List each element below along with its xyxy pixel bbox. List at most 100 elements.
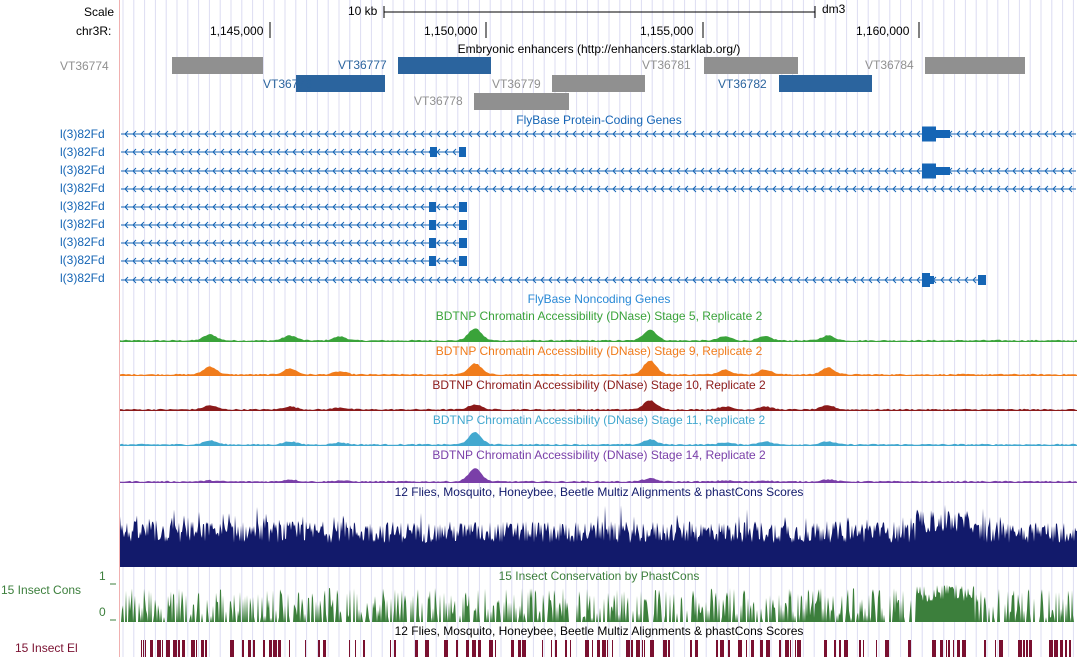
gene-strand-arrow <box>132 221 137 229</box>
gene-strand-arrow <box>684 185 689 193</box>
dnase-track-title[interactable]: BDTNP Chromatin Accessibility (DNase) St… <box>435 309 763 323</box>
gene-label[interactable]: l(3)82Fd <box>60 199 105 213</box>
gene-strand-arrow <box>732 276 737 284</box>
gene-strand-arrow <box>452 239 457 247</box>
gene-strand-arrow <box>132 276 137 284</box>
gene-strand-arrow <box>764 167 769 175</box>
gene-strand-arrow <box>812 185 817 193</box>
enhancer-label[interactable]: VT36784 <box>865 58 914 72</box>
enhancer-label[interactable]: VT36778 <box>414 94 463 108</box>
conserved-element <box>542 640 543 657</box>
dnase-track-title[interactable]: BDTNP Chromatin Accessibility (DNase) St… <box>432 448 766 462</box>
gene-strand-arrow <box>820 167 825 175</box>
gene-label[interactable]: l(3)82Fd <box>60 253 105 267</box>
conserved-element <box>263 640 265 657</box>
gene-strand-arrow <box>412 221 417 229</box>
gene-strand-arrow <box>204 257 209 265</box>
gene-strand-arrow <box>964 167 969 175</box>
gene-strand-arrow <box>420 239 425 247</box>
gene-strand-arrow <box>612 185 617 193</box>
gene-strand-arrow <box>972 167 977 175</box>
conserved-element <box>278 640 281 657</box>
elements-track-title[interactable]: 12 Flies, Mosquito, Honeybee, Beetle Mul… <box>394 624 804 638</box>
gene-strand-arrow <box>212 257 217 265</box>
dnase-track-title[interactable]: BDTNP Chromatin Accessibility (DNase) St… <box>432 378 766 392</box>
gene-strand-arrow <box>1036 167 1041 175</box>
conserved-element <box>859 640 861 657</box>
elements-side-label[interactable]: 15 Insect El <box>15 641 78 655</box>
gene-strand-arrow <box>764 276 769 284</box>
gene-strand-arrow <box>412 257 417 265</box>
enhancer-label[interactable]: VT36779 <box>492 77 541 91</box>
gene-track-title[interactable]: FlyBase Protein-Coding Genes <box>516 113 682 127</box>
gene-strand-arrow <box>612 167 617 175</box>
gene-strand-arrow <box>980 130 985 138</box>
enhancer-label[interactable]: VT36782 <box>718 77 767 91</box>
gene-label[interactable]: l(3)82Fd <box>60 181 105 195</box>
gene-strand-arrow <box>220 257 225 265</box>
gene-strand-arrow <box>916 167 921 175</box>
gene-exon <box>922 126 936 142</box>
gene-strand-arrow <box>252 239 257 247</box>
gene-label[interactable]: l(3)82Fd <box>60 217 105 231</box>
gene-label[interactable]: l(3)82Fd <box>60 271 105 285</box>
gene-strand-arrow <box>236 276 241 284</box>
gene-strand-arrow <box>332 130 337 138</box>
gene-strand-arrow <box>396 203 401 211</box>
enhancer-label[interactable]: VT36781 <box>642 58 691 72</box>
conserved-element <box>565 640 567 657</box>
enhancer-label[interactable]: VT36776 <box>263 77 312 91</box>
gene-label[interactable]: l(3)82Fd <box>60 163 105 177</box>
multiz-track-title[interactable]: 12 Flies, Mosquito, Honeybee, Beetle Mul… <box>394 485 804 499</box>
gene-strand-arrow <box>516 276 521 284</box>
gene-strand-arrow <box>1052 130 1057 138</box>
enhancer-label[interactable]: VT36777 <box>338 58 387 72</box>
gene-strand-arrow <box>332 276 337 284</box>
gene-strand-arrow <box>364 239 369 247</box>
gene-strand-arrow <box>988 130 993 138</box>
gene-label[interactable]: l(3)82Fd <box>60 145 105 159</box>
conserved-element <box>663 640 667 657</box>
gene-label[interactable]: l(3)82Fd <box>60 235 105 249</box>
gene-strand-arrow <box>204 148 209 156</box>
gene-strand-arrow <box>324 239 329 247</box>
gene-label[interactable]: l(3)82Fd <box>60 127 105 141</box>
conserved-element <box>157 640 161 657</box>
dnase-track-title[interactable]: BDTNP Chromatin Accessibility (DNase) St… <box>435 344 763 358</box>
gene-strand-arrow <box>420 167 425 175</box>
gene-strand-arrow <box>684 167 689 175</box>
gene-strand-arrow <box>476 167 481 175</box>
conserved-element <box>1049 640 1053 657</box>
gene-strand-arrow <box>452 276 457 284</box>
gene-strand-arrow <box>284 257 289 265</box>
phastcons-side-label[interactable]: 15 Insect Cons <box>1 583 82 597</box>
gene-strand-arrow <box>412 185 417 193</box>
gene-strand-arrow <box>180 203 185 211</box>
gene-strand-arrow <box>860 276 865 284</box>
phastcons-track-title[interactable]: 15 Insect Conservation by PhastCons <box>498 569 700 583</box>
gene-strand-arrow <box>404 203 409 211</box>
dnase-track-title[interactable]: BDTNP Chromatin Accessibility (DNase) St… <box>432 413 766 427</box>
gene-strand-arrow <box>572 276 577 284</box>
gene-strand-arrow <box>188 257 193 265</box>
gene-strand-arrow <box>180 276 185 284</box>
gene-strand-arrow <box>436 239 441 247</box>
gene-strand-arrow <box>148 276 153 284</box>
enhancer-track-title[interactable]: Embryonic enhancers (http://enhancers.st… <box>457 42 741 56</box>
gene-strand-arrow <box>188 130 193 138</box>
gene-strand-arrow <box>228 203 233 211</box>
gene-strand-arrow <box>260 148 265 156</box>
gene-strand-arrow <box>364 276 369 284</box>
gene-strand-arrow <box>676 276 681 284</box>
conserved-element <box>178 640 180 657</box>
conserved-element <box>1069 640 1071 657</box>
gene-strand-arrow <box>740 130 745 138</box>
gene-strand-arrow <box>444 185 449 193</box>
gene-strand-arrow <box>388 221 393 229</box>
enhancer-label[interactable]: VT36774 <box>60 59 109 73</box>
gene-exon <box>459 202 467 212</box>
noncoding-track-title[interactable]: FlyBase Noncoding Genes <box>527 292 671 306</box>
gene-strand-arrow <box>268 257 273 265</box>
gene-strand-arrow <box>412 239 417 247</box>
